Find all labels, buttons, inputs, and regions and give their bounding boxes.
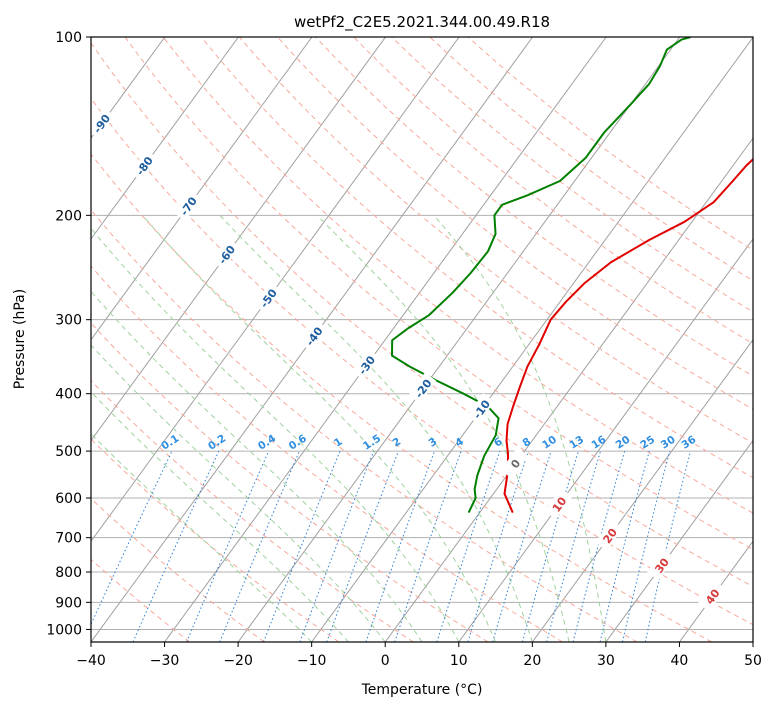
mixing-ratio-line xyxy=(91,450,173,626)
dry-adiabat-line xyxy=(429,37,753,282)
dry-adiabat-line xyxy=(277,37,753,410)
moist-adiabat-line xyxy=(91,290,423,642)
moist-adiabat-line xyxy=(219,214,533,642)
moist-adiabat-line xyxy=(91,391,349,642)
y-tick-label: 600 xyxy=(55,491,82,507)
dry-adiabat-line xyxy=(91,209,638,642)
moist-adiabat-line xyxy=(316,214,570,642)
dry-adiabat-line xyxy=(315,37,753,377)
isotherm-label-background xyxy=(299,320,328,352)
isotherm-line xyxy=(384,137,753,642)
x-tick-label: 40 xyxy=(671,653,689,669)
y-axis-label: Pressure (hPa) xyxy=(12,289,28,389)
moist-adiabat-line xyxy=(142,215,497,642)
dry-adiabat-line xyxy=(238,37,753,444)
isotherm-label-background xyxy=(129,149,158,181)
y-tick-label: 1000 xyxy=(46,622,82,638)
isotherm-line xyxy=(91,37,386,442)
x-axis-label: Temperature (°C) xyxy=(361,682,483,698)
moist-adiabat-line xyxy=(433,215,607,642)
y-tick-label: 500 xyxy=(55,444,82,460)
isotherm-label-background xyxy=(466,393,495,425)
mixing-ratio-line xyxy=(622,450,671,642)
dry-adiabat-line xyxy=(91,379,414,642)
isotherm-line xyxy=(605,439,753,642)
isotherm-line xyxy=(458,238,753,642)
dry-adiabat-line xyxy=(91,41,753,588)
temperature-profile-line xyxy=(503,157,753,514)
dry-adiabat-line xyxy=(162,37,753,514)
dewpoint-profile-line xyxy=(391,37,692,514)
mixing-ratio-line xyxy=(599,450,650,642)
y-tick-label: 100 xyxy=(55,30,82,46)
mixing-ratio-line xyxy=(219,450,300,642)
y-tick-label: 800 xyxy=(55,565,82,581)
plot-frame xyxy=(90,36,754,643)
isotherm-label-background xyxy=(697,580,726,612)
mixing-ratio-line xyxy=(394,450,462,642)
mixing-ratio-line xyxy=(467,450,529,642)
mixing-ratio-line xyxy=(521,450,579,642)
x-tick-label: 30 xyxy=(597,653,615,669)
x-tick-label: −20 xyxy=(223,653,253,669)
mixing-ratio-line xyxy=(572,450,626,642)
dry-adiabat-line xyxy=(391,37,753,313)
dry-adiabat-line xyxy=(353,37,753,345)
y-tick-label: 300 xyxy=(55,313,82,329)
y-tick-label: 700 xyxy=(55,531,82,547)
dry-adiabat-line xyxy=(91,265,563,642)
y-tick-label: 200 xyxy=(55,208,82,224)
dry-adiabat-line xyxy=(124,37,753,550)
y-tick-label: 400 xyxy=(55,387,82,403)
isotherm-line xyxy=(164,37,607,642)
x-tick-label: 0 xyxy=(381,653,390,669)
isotherm-label-background xyxy=(352,349,380,381)
isotherm-label-background xyxy=(408,372,437,404)
isotherm-label-background xyxy=(91,107,115,139)
mixing-ratio-line xyxy=(436,450,501,642)
x-tick-label: −30 xyxy=(150,653,180,669)
isotherm-label-background xyxy=(173,190,202,222)
mixing-ratio-line xyxy=(132,450,220,642)
isotherm-label-background xyxy=(544,488,573,520)
isotherm-line xyxy=(237,37,681,642)
moist-adiabat-line xyxy=(91,344,386,642)
moist-adiabat-line xyxy=(91,227,460,642)
isotherm-label-background xyxy=(500,447,529,479)
mixing-ratio-line xyxy=(644,450,692,642)
isotherm-label-background xyxy=(647,549,675,581)
isotherm-label-background xyxy=(212,238,240,270)
x-tick-label: −40 xyxy=(76,653,106,669)
x-tick-label: −10 xyxy=(297,653,327,669)
isotherm-label-background xyxy=(595,519,623,551)
isotherm-line xyxy=(91,37,239,240)
mixing-ratio-line xyxy=(492,450,552,642)
mixing-ratio-line xyxy=(546,450,601,642)
x-tick-label: 50 xyxy=(744,653,762,669)
x-tick-label: 20 xyxy=(523,653,541,669)
mixing-ratio-line xyxy=(186,450,270,642)
dry-adiabat-line xyxy=(91,322,489,642)
mixing-ratio-line xyxy=(365,450,436,642)
chart-title: wetPf2_C2E5.2021.344.00.49.R18 xyxy=(294,13,550,32)
isotherm-label-background xyxy=(253,282,282,314)
dry-adiabat-line xyxy=(200,37,753,479)
dry-adiabat-line xyxy=(91,153,713,642)
y-tick-label: 900 xyxy=(55,595,82,611)
x-tick-label: 10 xyxy=(450,653,468,669)
